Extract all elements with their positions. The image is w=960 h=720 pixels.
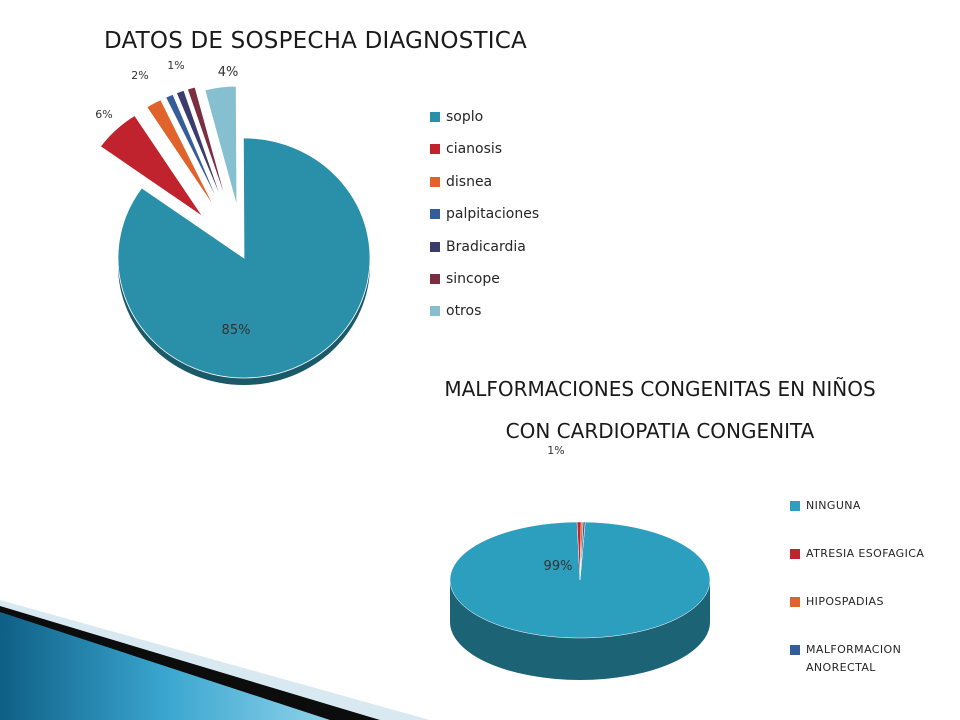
legend-label: Bradicardia [446,238,526,255]
legend-swatch [790,645,800,655]
legend-label: otros [446,303,482,320]
legend-swatch [790,549,800,559]
chart-title-malformations: MALFORMACIONES CONGENITAS EN NIÑOS CON C… [444,377,876,443]
pie-slice-soplo[interactable] [117,137,371,379]
legend-label: ATRESIA ESOFAGICA [806,547,925,560]
legend-label: cianosis [446,141,503,158]
legend-label: MALFORMACION ANORECTAL [806,643,902,674]
legend-label: palpitaciones [446,206,540,223]
pie-chart-diagnostic-suspicion: 85% 6% 2% 1% 4% [95,59,371,385]
pie-slice-palpitaciones[interactable] [165,93,221,206]
pie-slice-malformacion-anorectal[interactable] [579,521,586,581]
legend-label: NINGUNA [806,499,861,512]
slide-decoration [0,600,430,720]
pie-slice-bradicardia[interactable] [175,89,224,205]
data-label-atresia-esofagica: 1% [547,444,564,457]
pie-slice-sincope[interactable] [186,86,228,204]
data-label-otros: 4% [218,65,239,80]
legend-swatch [430,112,440,122]
pie-slice-cianosis[interactable] [99,115,204,217]
data-label-cianosis: 6% [95,108,112,121]
pie-slice-disnea[interactable] [146,99,216,209]
pie-chart-congenital-malformations: 99% 1% [449,444,711,680]
legend-swatch [430,209,440,220]
legend-label: sincope [446,271,500,287]
legend-label: soplo [446,109,484,125]
pie-slice-side-ninguna [450,580,710,680]
data-label-soplo: 85% [222,323,251,338]
legend-swatch [430,144,440,155]
legend-swatch [790,597,800,607]
legend-swatch [430,274,440,284]
legend-label: disnea [446,173,493,190]
legend-swatch [430,306,440,317]
legend-swatch [430,176,440,187]
legend-label: HIPOSPADIAS [806,595,884,608]
data-label-disnea: 2% [131,69,148,82]
legend-swatch [790,501,800,511]
data-label-ninguna: 99% [544,559,573,574]
data-label-bradicardia: 1% [167,59,184,72]
pie-slice-otros[interactable] [204,85,238,207]
chart-title-diagnostic: DATOS DE SOSPECHA DIAGNOSTICA [104,28,527,54]
legend-swatch [430,241,440,252]
